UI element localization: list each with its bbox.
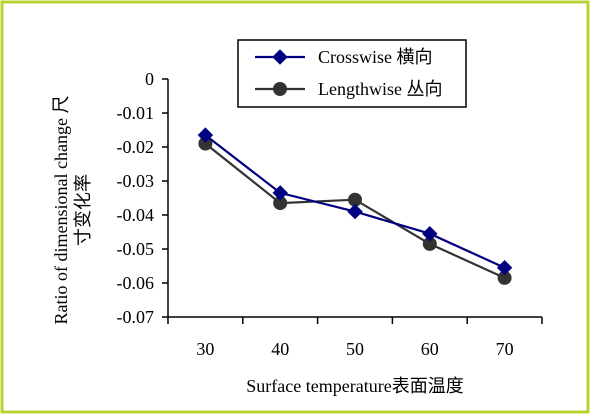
data-point: [422, 225, 438, 242]
y-tick-label: -0.02: [117, 137, 155, 157]
series-diamond: [197, 127, 513, 276]
y-tick-label: -0.01: [117, 103, 155, 123]
series-layer: [197, 127, 513, 285]
y-axis-title-line1: Ratio of dimensional change 尺: [51, 96, 71, 325]
y-axis-title-line2: 寸变化率: [73, 174, 93, 246]
data-point: [347, 203, 363, 220]
y-axis: 0 -0.01 -0.02 -0.03 -0.04 -0.05 -0.06 -0.07: [117, 69, 169, 327]
x-tick-label: 60: [421, 339, 439, 359]
y-tick-label: -0.06: [117, 273, 155, 293]
x-tick-label: 50: [346, 339, 364, 359]
y-tick-label: -0.05: [117, 239, 155, 259]
legend-marker: [272, 49, 288, 65]
y-tick-label: -0.03: [117, 171, 155, 191]
x-tick-label: 30: [196, 339, 214, 359]
legend-box: [237, 39, 467, 108]
legend: Crosswise 横向 Lengthwise 丛向: [237, 39, 467, 108]
x-tick-label: 70: [496, 339, 514, 359]
legend-item: Crosswise 横向: [255, 47, 433, 67]
legend-marker: [273, 82, 287, 96]
data-point: [272, 185, 288, 201]
data-point: [496, 259, 513, 276]
legend-label: Crosswise 横向: [318, 47, 433, 67]
x-axis-title: Surface temperature表面温度: [246, 376, 463, 396]
legend-item: Lengthwise 丛向: [255, 79, 442, 99]
legend-label: Lengthwise 丛向: [318, 79, 442, 99]
y-axis-title-group: Ratio of dimensional change 尺 寸变化率: [51, 96, 93, 325]
y-tick-label: 0: [145, 69, 154, 89]
y-tick-label: -0.07: [117, 307, 155, 327]
y-tick-label: -0.04: [117, 205, 155, 225]
x-axis: 30 40 50 60 70: [167, 316, 543, 359]
x-tick-label: 40: [271, 339, 289, 359]
data-point: [197, 127, 214, 143]
